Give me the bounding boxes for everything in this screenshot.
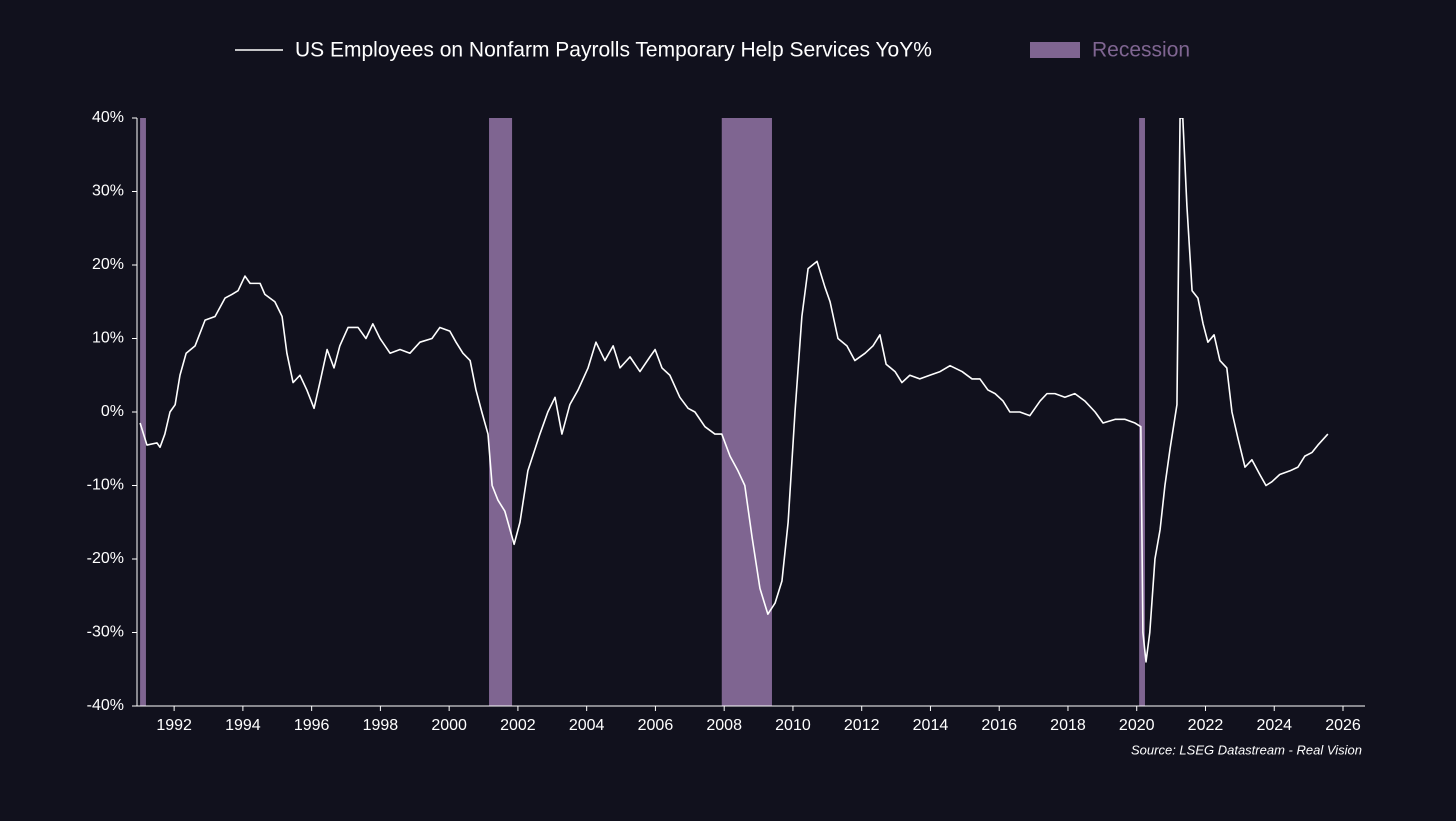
recession-band xyxy=(1139,118,1145,706)
x-tick-label: 2002 xyxy=(500,717,536,734)
x-tick-label: 1994 xyxy=(225,717,261,734)
lines xyxy=(139,118,1329,663)
x-tick-label: 2024 xyxy=(1256,717,1292,734)
y-tick-label: -30% xyxy=(87,624,124,641)
recession-band xyxy=(721,118,772,706)
x-tick-label: 2014 xyxy=(913,717,949,734)
x-tick-label: 1996 xyxy=(294,717,330,734)
x-tick-label: 2026 xyxy=(1325,717,1361,734)
recession-band xyxy=(140,118,146,706)
x-tick-label: 2018 xyxy=(1050,717,1086,734)
recession-band xyxy=(489,118,513,706)
legend-band-swatch xyxy=(1030,42,1080,58)
x-tick-label: 1992 xyxy=(156,717,192,734)
y-tick-label: -20% xyxy=(87,550,124,567)
y-tick-label: 20% xyxy=(92,256,124,273)
x-tick-label: 2020 xyxy=(1119,717,1155,734)
source-note: Source: LSEG Datastream - Real Vision xyxy=(1131,742,1362,757)
x-tick-label: 2004 xyxy=(569,717,605,734)
y-tick-label: -40% xyxy=(87,697,124,714)
y-tick-label: 10% xyxy=(92,330,124,347)
y-tick-label: 0% xyxy=(101,403,124,420)
x-tick-label: 2000 xyxy=(431,717,467,734)
y-tick-label: 40% xyxy=(92,109,124,126)
y-tick-label: -10% xyxy=(87,477,124,494)
series-line xyxy=(139,118,1329,663)
legend-label: US Employees on Nonfarm Payrolls Tempora… xyxy=(295,39,932,62)
x-tick-label: 2012 xyxy=(844,717,880,734)
x-tick-label: 2016 xyxy=(981,717,1017,734)
legend-label: Recession xyxy=(1092,39,1190,62)
x-tick-label: 1998 xyxy=(363,717,399,734)
x-tick-label: 2006 xyxy=(638,717,674,734)
x-tick-label: 2010 xyxy=(775,717,811,734)
recession-bands xyxy=(140,118,1145,706)
x-tick-label: 2022 xyxy=(1188,717,1224,734)
x-tick-label: 2008 xyxy=(706,717,742,734)
y-tick-label: 30% xyxy=(92,183,124,200)
